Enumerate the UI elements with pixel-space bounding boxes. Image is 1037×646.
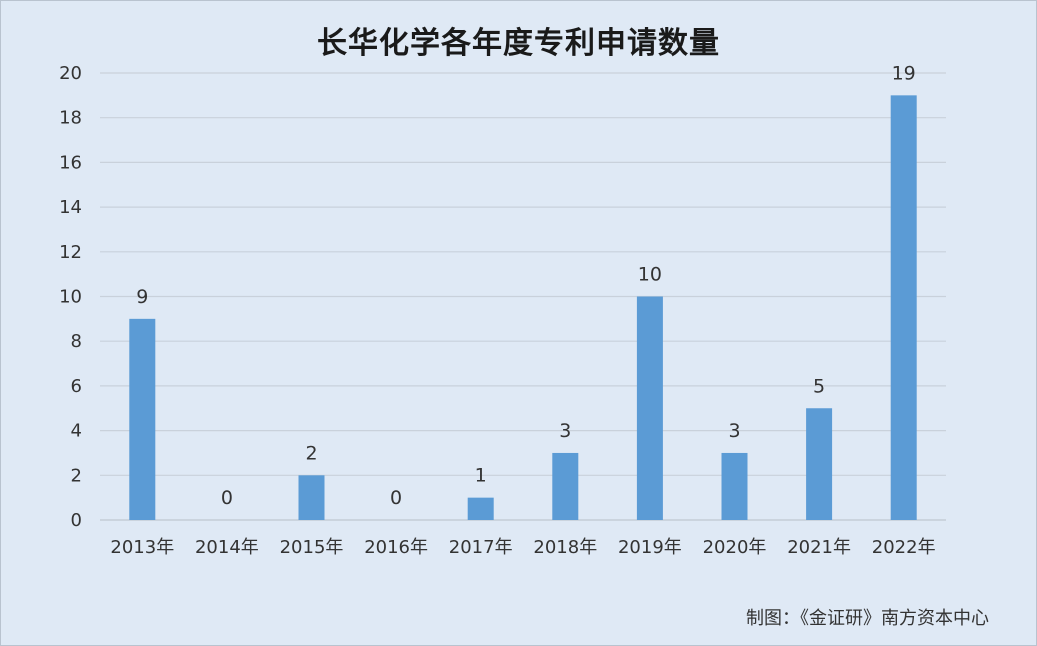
x-tick-label: 2013年	[110, 537, 174, 558]
y-tick-label: 14	[59, 197, 82, 218]
bar-2013年	[129, 318, 156, 520]
data-label: 1	[475, 465, 487, 487]
y-tick-label: 2	[71, 465, 82, 486]
bars	[129, 95, 917, 520]
bar-2020年	[721, 452, 748, 520]
y-tick-label: 0	[71, 510, 82, 531]
data-labels: 9 0 2 0 1 3 10 3 5 19	[136, 62, 916, 509]
data-label: 0	[221, 487, 233, 509]
x-tick-label: 2018年	[533, 537, 597, 558]
x-axis-ticks: 2013年 2014年 2015年 2016年 2017年 2018年 2019年 2020年…	[110, 537, 935, 558]
gridlines	[100, 72, 946, 521]
x-tick-label: 2021年	[787, 537, 851, 558]
y-tick-label: 4	[71, 421, 82, 442]
bar-2018年	[552, 452, 579, 520]
x-tick-label: 2015年	[280, 537, 344, 558]
x-tick-label: 2014年	[195, 537, 259, 558]
y-tick-label: 10	[59, 287, 82, 308]
source-note: 制图：《金证研》南方资本中心	[746, 608, 989, 629]
data-label: 10	[638, 264, 662, 286]
x-tick-label: 2017年	[449, 537, 513, 558]
y-axis-ticks: 0 2 4 6 8 10 12 14 16 18 20	[59, 63, 82, 531]
bar-2022年	[890, 95, 917, 520]
bar-2019年	[636, 296, 663, 520]
x-tick-label: 2016年	[364, 537, 428, 558]
x-tick-label: 2022年	[872, 537, 936, 558]
data-label: 3	[728, 420, 740, 442]
chart-title: 长华化学各年度专利申请数量	[317, 26, 720, 61]
y-tick-label: 6	[71, 376, 82, 397]
bar-2021年	[806, 408, 833, 520]
data-label: 2	[305, 442, 317, 464]
y-tick-label: 20	[59, 63, 82, 84]
y-tick-label: 12	[59, 242, 82, 263]
data-label: 3	[559, 420, 571, 442]
y-tick-label: 8	[71, 331, 82, 352]
y-tick-label: 18	[59, 108, 82, 129]
data-label: 0	[390, 487, 402, 509]
data-label: 19	[892, 62, 916, 84]
x-tick-label: 2019年	[618, 537, 682, 558]
bar-2017年	[467, 497, 494, 520]
data-label: 9	[136, 286, 148, 308]
data-label: 5	[813, 375, 825, 397]
bar-2015年	[298, 475, 325, 520]
y-tick-label: 16	[59, 152, 82, 173]
x-tick-label: 2020年	[703, 537, 767, 558]
